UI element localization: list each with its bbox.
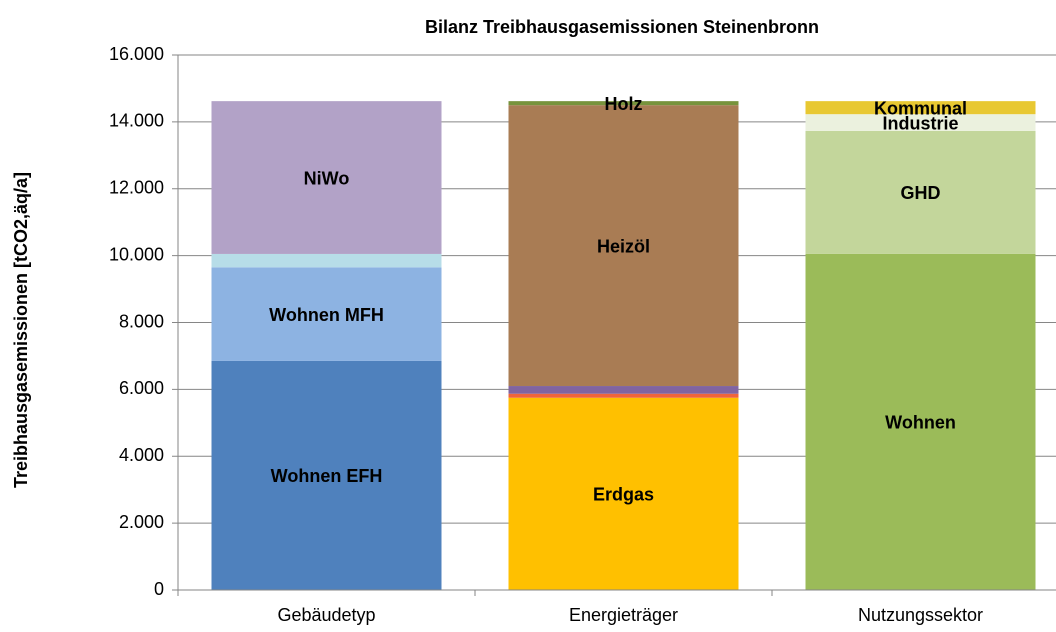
segment-label: Wohnen <box>885 413 956 433</box>
y-tick-label: 8.000 <box>119 311 164 331</box>
y-tick-label: 10.000 <box>109 244 164 264</box>
segment-label: Erdgas <box>593 485 654 505</box>
segment-label: Heizöl <box>597 236 650 256</box>
y-tick-label: 4.000 <box>119 445 164 465</box>
segment-label: Industrie <box>882 113 958 133</box>
segment-label: Wohnen EFH <box>271 466 383 486</box>
bar-segment <box>805 253 1036 590</box>
bar-segment <box>805 130 1036 254</box>
bar-segment <box>805 114 1036 131</box>
segment-label: GHD <box>901 183 941 203</box>
segment-label: Holz <box>605 94 643 114</box>
bar-segment <box>211 360 442 590</box>
y-axis-label: Treibhausgasemissionen [tCO2,äq/a] <box>11 172 31 488</box>
y-tick-label: 14.000 <box>109 111 164 131</box>
segment-label: Kommunal <box>874 98 967 118</box>
bar-segment <box>508 105 739 387</box>
bar-segment <box>211 253 442 268</box>
y-tick-label: 0 <box>154 579 164 599</box>
y-tick-label: 16.000 <box>109 44 164 64</box>
x-tick-label: Energieträger <box>569 605 678 625</box>
bar-segment <box>508 101 739 106</box>
y-tick-label: 2.000 <box>119 512 164 532</box>
bar-segment <box>508 386 739 394</box>
bar-segment <box>211 267 442 361</box>
bar-segment <box>805 101 1036 115</box>
chart-title: Bilanz Treibhausgasemissionen Steinenbro… <box>425 17 819 37</box>
segment-label: Wohnen MFH <box>269 305 384 325</box>
bar-segment <box>211 101 442 254</box>
bar-segment <box>508 393 739 398</box>
y-tick-label: 6.000 <box>119 378 164 398</box>
segment-label: NiWo <box>304 168 350 188</box>
bar-segment <box>508 397 739 590</box>
x-tick-label: Gebäudetyp <box>277 605 375 625</box>
y-tick-label: 12.000 <box>109 178 164 198</box>
x-tick-label: Nutzungssektor <box>858 605 983 625</box>
